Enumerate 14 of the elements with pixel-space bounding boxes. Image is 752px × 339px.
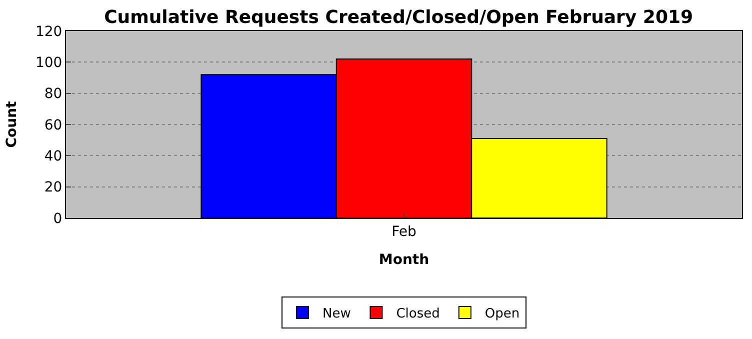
chart-title: Cumulative Requests Created/Closed/Open February 2019	[104, 6, 694, 28]
y-tick-label: 80	[44, 86, 62, 102]
legend-label: New	[322, 306, 352, 322]
y-tick-label: 0	[53, 210, 62, 227]
x-tick-label: Feb	[392, 224, 416, 240]
x-axis-title: Month	[378, 252, 430, 268]
legend-label: Closed	[396, 306, 440, 322]
y-tick-label: 40	[44, 148, 62, 165]
y-tick-label: 20	[44, 180, 62, 196]
y-axis-title: Count	[4, 100, 20, 148]
legend-label: Open	[484, 306, 520, 322]
y-tick-label: 60	[44, 117, 62, 134]
y-tick-label: 100	[35, 55, 62, 72]
y-tick-label: 120	[35, 24, 62, 40]
